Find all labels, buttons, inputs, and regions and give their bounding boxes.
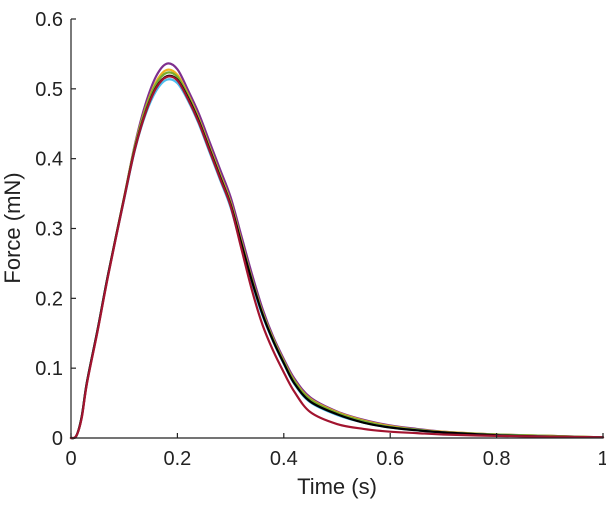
y-tick-label: 0.2 (35, 288, 63, 310)
series-line-1 (69, 62, 605, 440)
y-tick-label: 0 (52, 428, 63, 450)
axes (70, 19, 603, 439)
plot-lines (69, 62, 605, 440)
x-ticks: 0 0.2 0.4 0.6 0.8 1 (65, 433, 606, 470)
series-line-6 (69, 75, 605, 440)
series-line-2 (69, 68, 605, 440)
y-ticks: 0 0.1 0.2 0.3 0.4 0.5 0.6 (35, 9, 76, 450)
series-line-3 (69, 71, 605, 440)
y-tick-label: 0.3 (35, 219, 63, 241)
y-tick-label: 0.1 (35, 358, 63, 380)
series-line-4 (69, 78, 605, 440)
x-tick-label: 0 (65, 448, 76, 470)
x-tick-label: 0.2 (163, 448, 191, 470)
x-tick-label: 0.6 (376, 448, 404, 470)
y-axis-label: Force (mN) (0, 172, 25, 283)
x-axis-label: Time (s) (297, 474, 377, 499)
series-line-5 (69, 74, 605, 440)
y-tick-label: 0.4 (35, 149, 63, 171)
x-tick-label: 0.4 (270, 448, 298, 470)
x-tick-label: 1 (597, 448, 606, 470)
x-tick-label: 0.8 (483, 448, 511, 470)
y-tick-label: 0.6 (35, 9, 63, 31)
y-tick-label: 0.5 (35, 79, 63, 101)
